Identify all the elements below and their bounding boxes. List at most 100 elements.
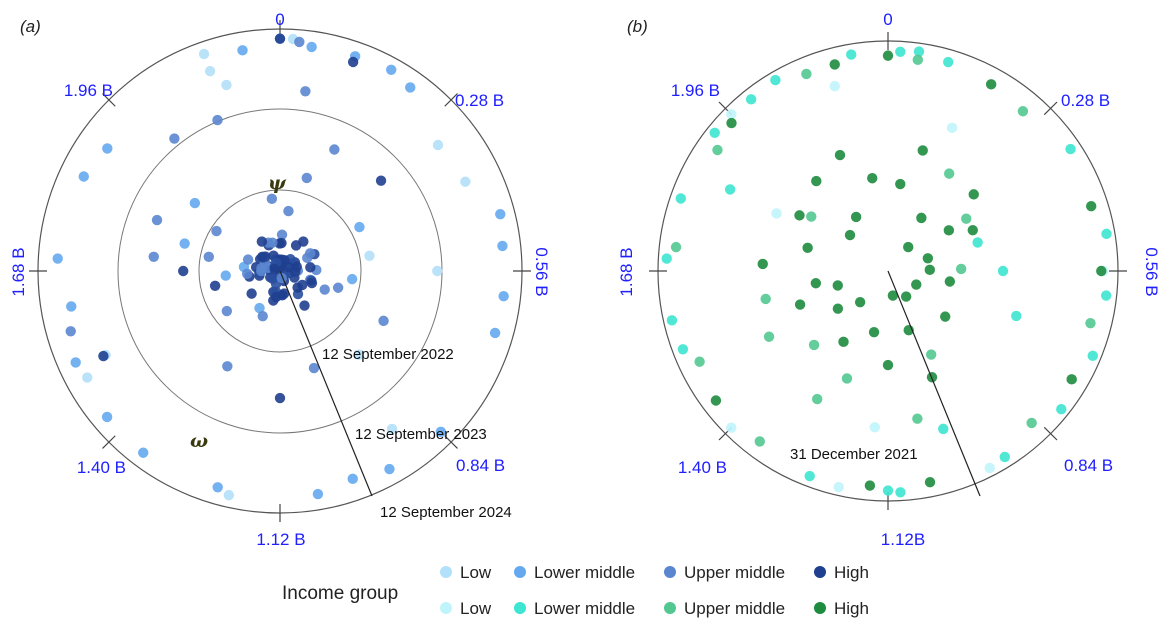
panel-b-point-upper-middle-15 [763, 331, 775, 342]
panel-a-point-upper-middle-13 [221, 305, 233, 317]
panel-a-cluster-point-55 [278, 288, 290, 299]
legend-swatch-2-high [814, 602, 826, 614]
panel-a-point-lower-middle-4 [405, 82, 416, 93]
panel-a-point-upper-middle-1 [212, 114, 223, 126]
panel-a-cluster-point-54 [256, 236, 268, 247]
panel-b-point-high-6 [864, 480, 876, 491]
panel-b-point-high-35 [757, 258, 768, 270]
legend-swatch-1-upper-middle [664, 566, 676, 578]
legend-label-1-high: High [834, 563, 869, 582]
panel-b-point-upper-middle-7 [712, 144, 723, 156]
panel-b-point-upper-middle-13 [812, 393, 823, 405]
panel-a-cluster-point-58 [242, 254, 254, 265]
panel-a-point-high-2 [375, 175, 387, 186]
panel-b-point-high-26 [867, 173, 878, 184]
panel-a-point-low-9 [204, 65, 216, 77]
panel-b-point-upper-middle-3 [1026, 417, 1037, 429]
legend-label-2-high: High [834, 599, 869, 618]
panel-a-cluster-point-53 [267, 237, 278, 248]
panel-a-point-upper-middle-2 [329, 144, 340, 155]
panel-a-tick-3 [444, 435, 458, 449]
panel-b-point-upper-middle-0 [912, 54, 924, 66]
panel-a: (a) 0 0.28 B 0.56 B 0.84 B 1.12 B 1.40 B 1.68 … [9, 10, 551, 549]
omega-annotation: ω [190, 430, 208, 452]
panel-a-point-lower-middle-26 [189, 197, 201, 209]
panel-a-tick-1 [444, 93, 458, 107]
panel-b-point-upper-middle-18 [955, 263, 967, 275]
panel-b-point-lower-middle-0 [895, 46, 906, 57]
panel-b-point-high-11 [916, 212, 927, 224]
panel-b-date-2021: 31 December 2021 [790, 446, 918, 463]
panel-b-point-upper-middle-4 [754, 436, 765, 447]
panel-a-point-low-2 [460, 176, 471, 187]
panel-a-point-lower-middle-17 [66, 301, 77, 312]
panel-a-cluster-point-62 [290, 266, 301, 277]
panel-b-point-upper-middle-2 [1085, 318, 1096, 329]
panel-a-date-2023: 12 September 2023 [355, 426, 487, 443]
panel-b-point-lower-middle-9 [1056, 403, 1067, 415]
panel-b-point-lower-middle-16 [661, 253, 672, 264]
panel-b-tick-label-7: 1.96 B [671, 81, 720, 100]
panel-b-point-high-0 [882, 50, 894, 61]
panel-a-point-lower-middle-25 [254, 302, 265, 314]
panel-a-point-lower-middle-27 [497, 240, 508, 252]
panel-a-cluster-point-49 [257, 251, 268, 262]
panel-a-point-upper-middle-19 [319, 284, 330, 295]
panel-b-point-low-2 [984, 462, 995, 474]
legend-rows: Low Lower middle Upper middle High Low Lower … [440, 563, 869, 618]
panel-b-tick-label-3: 0.84 B [1064, 456, 1113, 475]
panel-a-point-lower-middle-10 [384, 463, 395, 475]
panel-a-point-upper-middle-7 [308, 362, 320, 374]
panel-a-point-low-5 [82, 372, 93, 383]
panel-a-point-low-3 [432, 139, 444, 151]
panel-a-point-lower-middle-11 [347, 473, 358, 485]
panel-b-point-high-27 [917, 145, 928, 156]
panel-a-tick-5 [102, 435, 116, 449]
panel-b-point-lower-middle-3 [846, 49, 857, 60]
panel-b-point-upper-middle-16 [925, 349, 937, 360]
panel-b-tick-label-6: 1.68 B [617, 247, 636, 296]
panel-b-point-high-3 [1096, 265, 1107, 277]
panel-b-point-high-1 [985, 79, 997, 90]
panel-a-point-upper-middle-3 [151, 214, 163, 226]
panel-b-angular-ticks: 0 0.28 B 0.56 B 0.84 B 1.12B 1.40 B 1.68 B 1.96… [617, 10, 1161, 549]
panel-a-point-lower-middle-18 [52, 253, 63, 264]
panel-a-point-lower-middle-9 [435, 426, 447, 438]
panel-b-point-upper-middle-11 [808, 339, 820, 351]
legend-label-1-low: Low [460, 563, 492, 582]
panel-b-point-high-31 [900, 291, 912, 302]
legend-label-2-lower-middle: Lower middle [534, 599, 635, 618]
legend-swatch-2-lower-middle [514, 602, 526, 614]
panel-b-point-lower-middle-2 [942, 56, 954, 68]
panel-b-radius-line [887, 270, 981, 497]
panel-b-point-high-24 [811, 175, 822, 187]
panel-b-point-high-29 [924, 264, 936, 276]
panel-a-point-upper-middle-12 [257, 311, 268, 322]
panel-a-point-upper-middle-14 [222, 361, 233, 372]
panel-a-point-lower-middle-22 [179, 238, 190, 249]
panel-b-point-lower-middle-14 [677, 344, 689, 355]
legend: Income group Low Lower middle Upper middle… [282, 563, 869, 618]
panel-b-point-high-25 [834, 149, 846, 161]
panel-b-tick-3 [1043, 426, 1058, 441]
panel-b-point-lower-middle-1 [913, 46, 925, 57]
panel-a-point-upper-middle-23 [266, 193, 278, 205]
panel-a-point-upper-middle-17 [211, 225, 222, 237]
panel-b-point-lower-middle-5 [1065, 143, 1076, 155]
panel-a-cluster-point-37 [298, 236, 309, 247]
panel-b-point-high-10 [895, 178, 906, 190]
panel-b-point-lower-middle-15 [666, 315, 678, 326]
panel-b-point-lower-middle-24 [724, 184, 736, 195]
panel-b-tick-1 [1043, 101, 1058, 116]
panel-a-point-low-8 [364, 250, 375, 261]
panel-b-point-upper-middle-9 [943, 168, 955, 179]
panel-a-cluster-point-38 [304, 248, 316, 259]
panel-b-point-high-20 [832, 303, 844, 314]
panel-b-point-upper-middle-5 [694, 356, 705, 367]
panel-b-point-low-0 [829, 80, 840, 92]
panel-b-point-high-9 [829, 59, 840, 70]
panel-a-cluster-point-69 [305, 262, 316, 273]
panel-a-point-high-4 [98, 350, 109, 362]
panel-b-point-lower-middle-11 [895, 487, 906, 498]
legend-swatch-1-high [814, 566, 826, 578]
